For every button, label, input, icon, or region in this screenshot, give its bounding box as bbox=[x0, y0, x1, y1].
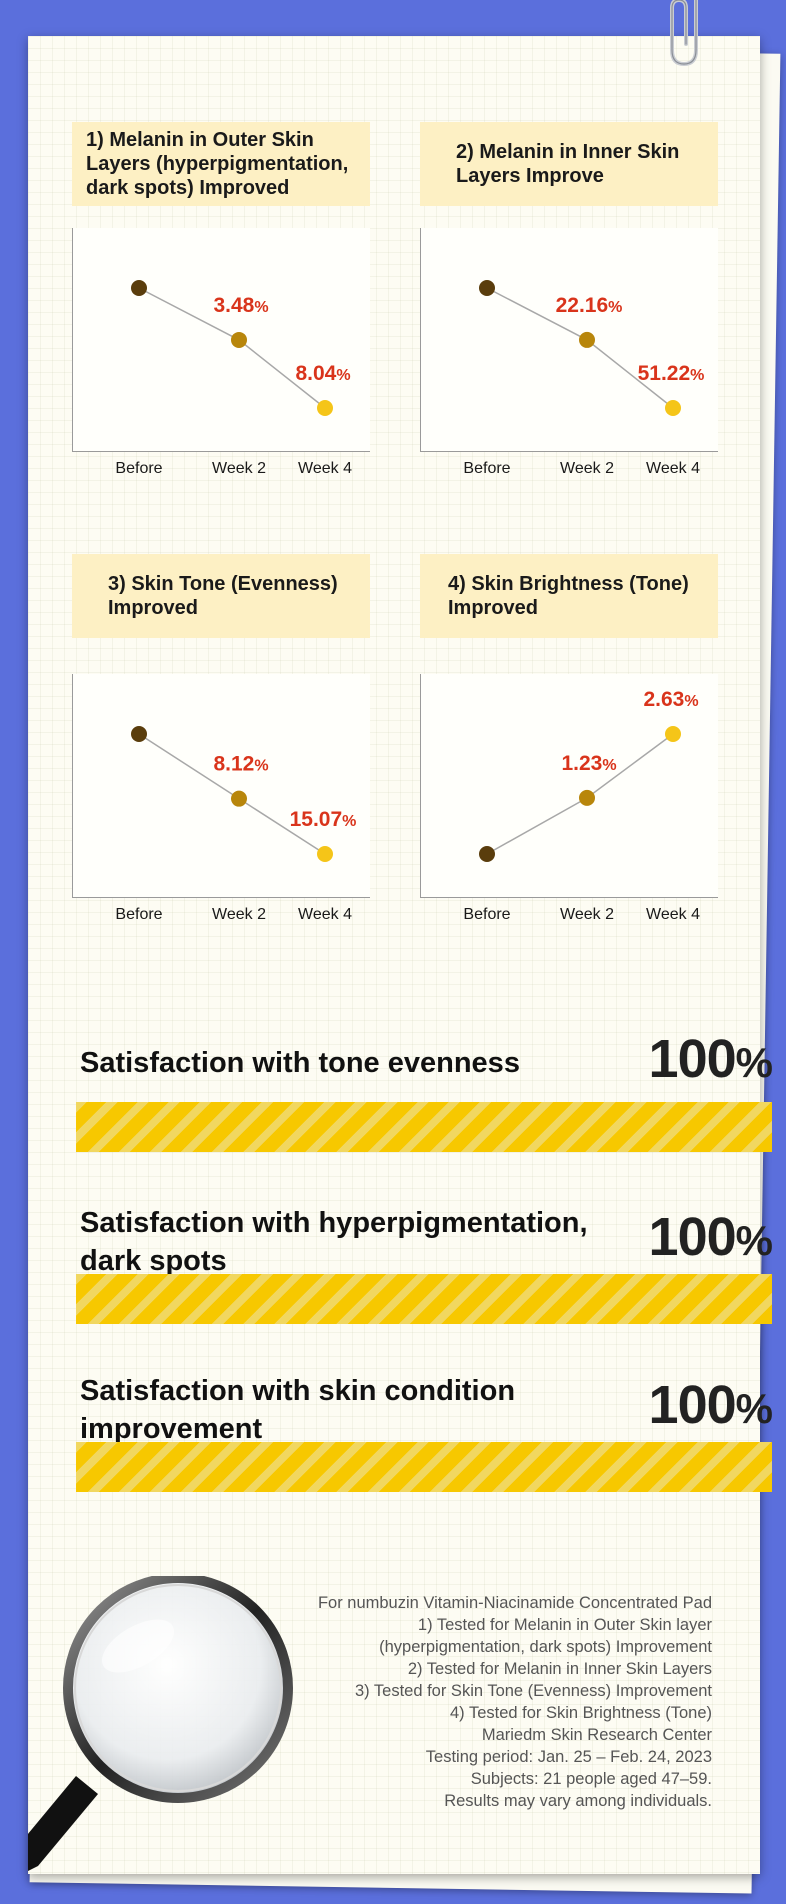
data-label: 1.23% bbox=[561, 752, 616, 775]
data-label: 8.12% bbox=[213, 753, 268, 776]
data-label: 2.63% bbox=[643, 688, 698, 711]
data-label: 3.48% bbox=[213, 294, 268, 317]
panel-title: 4) Skin Brightness (Tone) Improved bbox=[420, 554, 718, 638]
data-point-week-4 bbox=[665, 726, 681, 742]
data-point-week-2 bbox=[579, 331, 595, 348]
x-tick-label: Week 2 bbox=[560, 460, 614, 477]
data-point-week-2 bbox=[231, 331, 247, 348]
satisfaction-tone-evenness: Satisfaction with tone evenness 100% bbox=[76, 1029, 773, 1154]
x-tick-label: Before bbox=[115, 906, 163, 923]
note-line: 3) Tested for Skin Tone (Evenness) Impro… bbox=[354, 1682, 712, 1700]
study-notes: For numbuzin Vitamin-Niacinamide Concent… bbox=[318, 1592, 712, 1812]
note-line: Subjects: 21 people aged 47–59. bbox=[470, 1770, 712, 1788]
line-chart: 8.12% 15.07% Before Week 2 Week 4 bbox=[72, 674, 370, 923]
paper-sheet: 1) Melanin in Outer Skin Layers (hyperpi… bbox=[28, 36, 773, 1874]
satisfaction-label: Satisfaction with hyperpigmentation, dar… bbox=[80, 1207, 588, 1277]
chart-plot: 8.12% 15.07% bbox=[131, 726, 357, 862]
line-chart: 22.16% 51.22% Before Week 2 Week 4 bbox=[420, 228, 718, 477]
chart-panel-skin-tone: 3) Skin Tone (Evenness) Improved 8.12% 15… bbox=[72, 554, 370, 923]
note-line: Results may vary among individuals. bbox=[444, 1792, 712, 1810]
satisfaction-label: Satisfaction with skin condition improve… bbox=[80, 1375, 516, 1445]
data-label: 8.04% bbox=[295, 362, 350, 385]
panel-title: 3) Skin Tone (Evenness) Improved bbox=[72, 554, 370, 638]
satisfaction-value: 100% bbox=[648, 1207, 773, 1267]
x-tick-label: Before bbox=[463, 906, 511, 923]
satisfaction-skin-condition: Satisfaction with skin condition improve… bbox=[76, 1368, 773, 1498]
data-point-before bbox=[131, 726, 147, 742]
chart-panel-skin-brightness: 4) Skin Brightness (Tone) Improved 1.23%… bbox=[420, 554, 718, 923]
x-tick-label: Before bbox=[463, 460, 511, 477]
data-point-before bbox=[479, 280, 495, 296]
chart-panel-inner-melanin: 2) Melanin in Inner Skin Layers Improve … bbox=[420, 122, 718, 477]
data-label: 15.07% bbox=[290, 808, 357, 831]
x-tick-label: Week 4 bbox=[298, 460, 352, 477]
x-tick-label: Week 2 bbox=[560, 906, 614, 923]
magnifier-glass-icon bbox=[28, 1576, 293, 1871]
satisfaction-bar bbox=[76, 1102, 772, 1152]
x-tick-label: Week 4 bbox=[646, 906, 700, 923]
data-point-week-2 bbox=[579, 789, 595, 806]
chart-panel-outer-melanin: 1) Melanin in Outer Skin Layers (hyperpi… bbox=[72, 122, 370, 477]
data-point-before bbox=[479, 846, 495, 862]
chart-plot: 22.16% 51.22% bbox=[479, 280, 705, 416]
satisfaction-label: Satisfaction with tone evenness bbox=[80, 1047, 520, 1079]
data-point-week-4 bbox=[317, 846, 333, 862]
data-label: 22.16% bbox=[556, 294, 623, 317]
paper-clip-icon bbox=[670, 0, 698, 67]
chart-plot: 1.23% 2.63% bbox=[479, 688, 699, 862]
data-point-before bbox=[131, 280, 147, 296]
x-tick-label: Week 4 bbox=[646, 460, 700, 477]
line-chart: 3.48% 8.04% Before Week 2 Week 4 bbox=[72, 228, 370, 477]
data-label: 51.22% bbox=[638, 362, 705, 385]
note-line: 2) Tested for Melanin in Inner Skin Laye… bbox=[407, 1660, 712, 1678]
data-point-week-2 bbox=[231, 790, 247, 807]
data-point-week-4 bbox=[317, 400, 333, 416]
satisfaction-hyperpigmentation: Satisfaction with hyperpigmentation, dar… bbox=[76, 1200, 773, 1330]
panel-title: 2) Melanin in Inner Skin Layers Improve bbox=[420, 122, 718, 206]
satisfaction-bar bbox=[76, 1442, 772, 1492]
data-point-week-4 bbox=[665, 400, 681, 416]
panel-title: 1) Melanin in Outer Skin Layers (hyperpi… bbox=[72, 122, 370, 206]
note-line: (hyperpigmentation, dark spots) Improvem… bbox=[379, 1638, 712, 1656]
note-line: Mariedm Skin Research Center bbox=[481, 1726, 712, 1744]
note-line: 4) Tested for Skin Brightness (Tone) bbox=[450, 1704, 712, 1722]
x-tick-label: Week 2 bbox=[212, 460, 266, 477]
chart-plot: 3.48% 8.04% bbox=[131, 280, 351, 416]
note-line: For numbuzin Vitamin-Niacinamide Concent… bbox=[317, 1594, 712, 1612]
x-tick-label: Week 2 bbox=[212, 906, 266, 923]
x-tick-label: Before bbox=[115, 460, 163, 477]
satisfaction-bar bbox=[76, 1274, 772, 1324]
x-tick-label: Week 4 bbox=[298, 906, 352, 923]
note-line: Testing period: Jan. 25 – Feb. 24, 2023 bbox=[425, 1748, 712, 1766]
note-line: 1) Tested for Melanin in Outer Skin laye… bbox=[417, 1616, 712, 1634]
satisfaction-value: 100% bbox=[648, 1375, 773, 1435]
line-chart: 1.23% 2.63% Before Week 2 Week 4 bbox=[420, 674, 718, 923]
satisfaction-value: 100% bbox=[648, 1029, 773, 1089]
